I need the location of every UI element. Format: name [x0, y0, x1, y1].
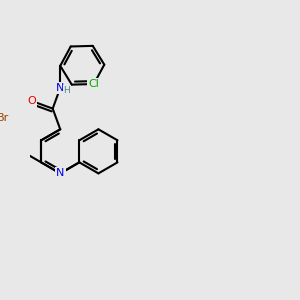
- Text: H: H: [64, 85, 70, 94]
- Text: Cl: Cl: [88, 79, 99, 89]
- Text: N: N: [56, 168, 64, 178]
- Text: N: N: [56, 83, 64, 93]
- Text: Br: Br: [0, 113, 9, 123]
- Text: O: O: [28, 96, 36, 106]
